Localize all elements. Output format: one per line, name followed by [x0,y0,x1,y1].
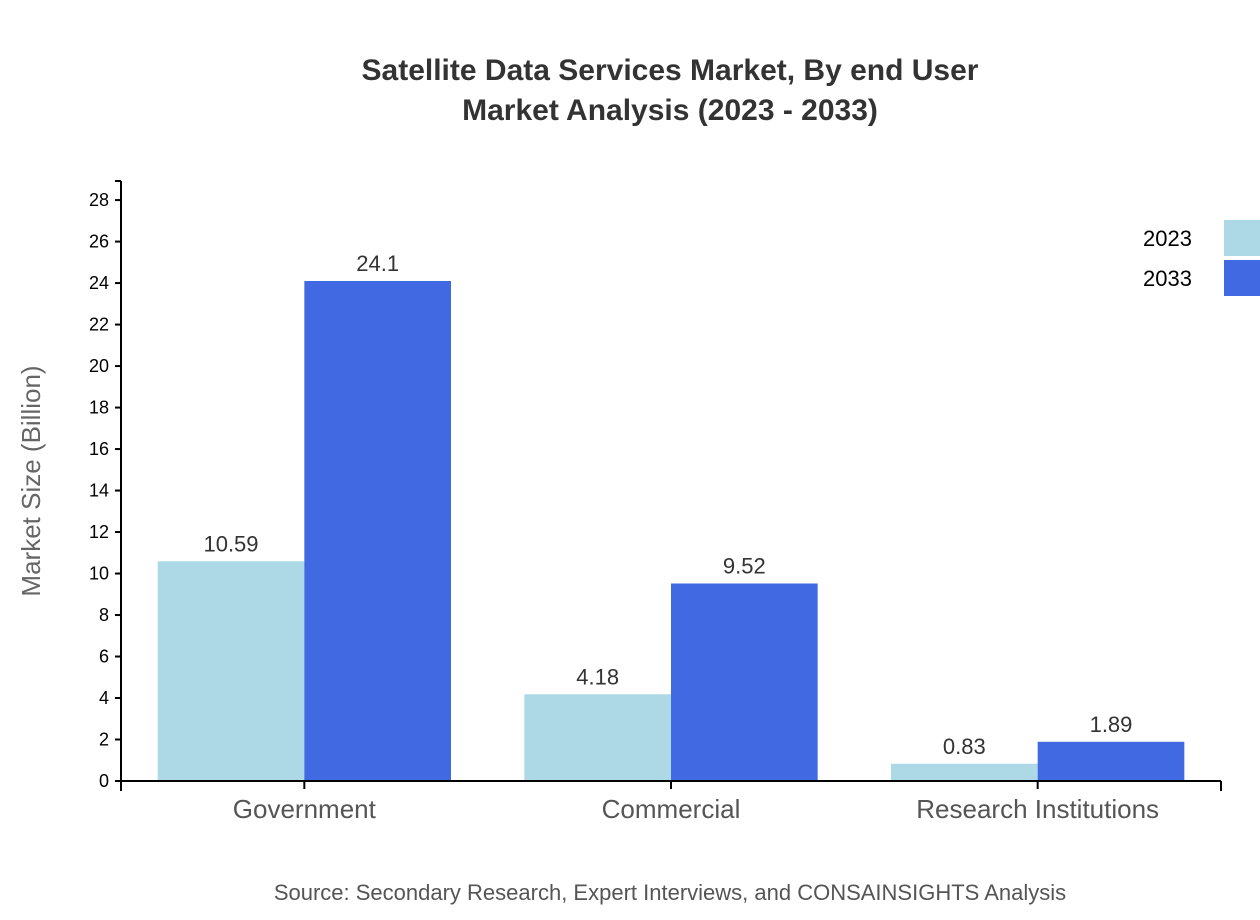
y-tick-label: 14 [89,481,109,501]
x-axis: Government Commercial Research Institution… [120,780,1222,824]
chart-title: Satellite Data Services Market, By end U… [362,54,979,87]
bar-2033 [1037,741,1185,781]
y-tick-label: 26 [89,232,109,252]
y-tick-label: 22 [89,315,109,335]
plot-area: 10.59 24.1 4.18 9.52 0.83 1.89 [157,251,1185,781]
y-tick-label: 16 [89,439,109,459]
legend-label: 2023 [1143,226,1192,251]
bar-2023 [157,561,305,781]
y-tick-label: 4 [99,688,109,708]
y-tick-label: 2 [99,730,109,750]
data-label: 1.89 [1090,712,1133,737]
data-label: 0.83 [943,734,986,759]
data-label: 4.18 [576,664,619,689]
legend: 2023 2033 [1143,220,1260,296]
x-tick-label: Research Institutions [916,794,1159,824]
legend-label: 2033 [1143,266,1192,291]
chart-subtitle: Market Analysis (2023 - 2033) [462,94,878,127]
y-tick-label: 28 [89,190,109,210]
legend-swatch-2023 [1224,220,1260,256]
y-tick-label: 12 [89,522,109,542]
y-tick-label: 0 [99,771,109,791]
data-label: 10.59 [203,531,258,556]
y-tick-label: 18 [89,398,109,418]
data-label: 24.1 [356,251,399,276]
x-tick-label: Commercial [602,794,741,824]
bar-2033 [304,281,451,781]
x-tick-label: Government [233,794,377,824]
y-tick-label: 24 [89,273,109,293]
data-label: 9.52 [723,553,766,578]
source-note: Source: Secondary Research, Expert Inter… [274,880,1066,905]
y-tick-label: 10 [89,564,109,584]
bar-2023 [891,763,1038,781]
y-tick-label: 8 [99,605,109,625]
y-tick-label: 6 [99,647,109,667]
y-axis-label: Market Size (Billion) [16,365,46,596]
bar-2023 [524,694,671,781]
legend-swatch-2033 [1224,260,1260,296]
bar-2033 [671,583,818,781]
y-tick-label: 20 [89,356,109,376]
